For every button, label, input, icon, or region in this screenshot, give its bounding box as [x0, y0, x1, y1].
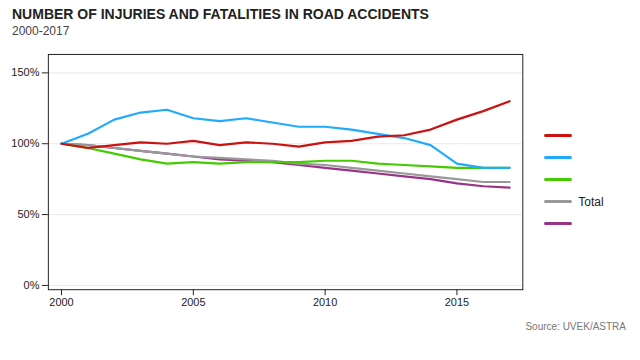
svg-text:150%: 150% [11, 66, 39, 78]
svg-text:2010: 2010 [313, 296, 337, 308]
html-text:2000-2017: 2000-2017 [12, 24, 70, 38]
html-text:NUMBER OF INJURIES AND FATALIT: NUMBER OF INJURIES AND FATALITIES IN ROA… [12, 6, 429, 22]
html-text:Total: Total [578, 194, 604, 209]
html-text:Source: UVEK/ASTRA: Source: UVEK/ASTRA [525, 321, 626, 333]
svg-text:2015: 2015 [445, 296, 469, 308]
svg-text:100%: 100% [11, 137, 39, 149]
svg-text:50%: 50% [17, 208, 39, 220]
svg-text:2005: 2005 [181, 296, 205, 308]
svg-text:2000: 2000 [49, 296, 73, 308]
svg-text:0%: 0% [24, 279, 40, 291]
